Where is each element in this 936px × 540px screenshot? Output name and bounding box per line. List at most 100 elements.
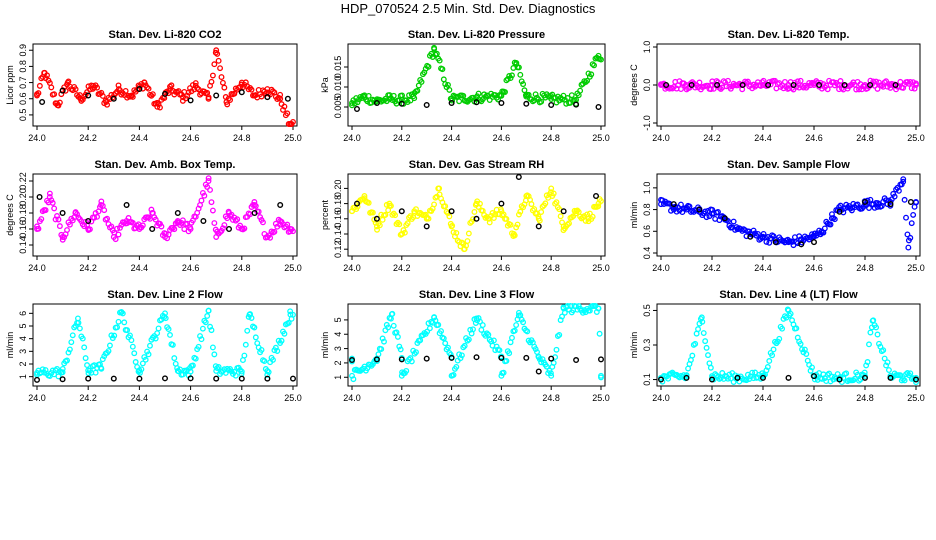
- data-point: [408, 358, 415, 365]
- y-tick-label: 0.14: [18, 236, 28, 254]
- data-point: [779, 325, 786, 332]
- data-point: [114, 225, 121, 232]
- plot-frame: [32, 303, 298, 387]
- data-point: [392, 212, 399, 219]
- data-point: [715, 209, 721, 215]
- data-point: [72, 210, 79, 216]
- data-point: [211, 61, 218, 68]
- data-point: [528, 201, 535, 208]
- data-point: [413, 349, 419, 356]
- data-point: [453, 363, 460, 370]
- x-tick-label: 25.0: [907, 133, 925, 143]
- data-point: [556, 331, 563, 338]
- x-tick-label: 24.8: [233, 263, 251, 273]
- data-point: [781, 78, 788, 85]
- x-tick-label: 25.0: [284, 393, 302, 403]
- data-point: [245, 86, 252, 93]
- reference-point: [349, 357, 356, 364]
- data-point: [566, 220, 572, 227]
- plot-frame: [32, 173, 298, 257]
- data-point: [513, 322, 520, 328]
- data-point: [382, 211, 389, 218]
- y-tick-label: 3: [18, 349, 28, 354]
- data-point: [171, 226, 178, 233]
- reference-point: [110, 95, 117, 102]
- x-tick-label: 24.4: [131, 393, 149, 403]
- data-point: [543, 363, 550, 370]
- data-point: [470, 216, 476, 223]
- x-tick-label: 25.0: [907, 263, 925, 273]
- y-axis-label: ml/min: [629, 332, 639, 359]
- data-point: [396, 221, 403, 228]
- data-point: [502, 89, 508, 95]
- data-point: [425, 63, 432, 70]
- data-point: [515, 211, 522, 218]
- data-point: [361, 195, 368, 202]
- data-point: [509, 72, 515, 79]
- data-point: [285, 319, 292, 326]
- reference-point: [423, 355, 430, 362]
- data-point: [56, 223, 63, 230]
- reference-point: [498, 200, 505, 207]
- data-point: [82, 355, 89, 362]
- y-tick-label: 0.8: [642, 203, 652, 216]
- x-tick-label: 24.6: [493, 133, 511, 143]
- data-point: [62, 87, 69, 94]
- reference-point: [473, 215, 480, 222]
- data-point: [490, 337, 497, 344]
- x-tick-label: 25.0: [592, 133, 610, 143]
- data-point: [585, 215, 592, 222]
- data-point: [509, 334, 515, 341]
- reference-point: [721, 215, 728, 222]
- reference-point: [423, 101, 430, 108]
- data-point: [709, 373, 715, 380]
- data-point: [407, 355, 414, 362]
- reference-point: [373, 215, 380, 222]
- data-point: [349, 100, 355, 106]
- data-point: [75, 315, 81, 322]
- data-point: [167, 86, 174, 92]
- y-tick-label: 6: [18, 311, 28, 316]
- y-tick-label: 0.010: [333, 76, 343, 99]
- data-point: [696, 79, 703, 86]
- data-point: [215, 364, 222, 370]
- data-point: [64, 357, 70, 364]
- data-point: [548, 96, 555, 102]
- x-tick-label: 24.0: [343, 393, 361, 403]
- data-point: [198, 336, 205, 343]
- data-point: [904, 231, 911, 238]
- data-point: [94, 213, 101, 220]
- reference-point: [284, 95, 291, 102]
- reference-point: [161, 375, 168, 382]
- data-point: [438, 328, 444, 335]
- panel-title: Stan. Dev. Li-820 Temp.: [728, 29, 850, 41]
- data-point: [142, 356, 149, 363]
- data-point: [277, 91, 284, 98]
- data-point: [118, 309, 125, 316]
- data-point: [520, 204, 527, 211]
- data-point: [473, 315, 480, 322]
- data-point: [591, 62, 597, 69]
- data-point: [181, 226, 188, 233]
- data-point: [772, 237, 779, 243]
- data-point: [257, 214, 264, 221]
- data-point: [226, 210, 232, 216]
- data-point: [131, 350, 138, 357]
- data-point: [390, 92, 397, 99]
- reference-point: [862, 198, 869, 205]
- data-point: [149, 91, 156, 98]
- data-point: [760, 233, 766, 240]
- reference-point: [772, 239, 779, 246]
- data-point: [34, 92, 40, 99]
- x-tick-label: 24.2: [703, 263, 721, 273]
- y-tick-label: 0.3: [642, 339, 652, 352]
- reference-point: [892, 81, 899, 88]
- reference-point: [59, 376, 66, 383]
- data-point: [709, 210, 715, 217]
- data-point: [828, 215, 835, 222]
- data-point: [198, 197, 205, 204]
- data-point: [371, 216, 378, 223]
- data-point: [431, 46, 438, 52]
- plot-frame: [656, 173, 921, 257]
